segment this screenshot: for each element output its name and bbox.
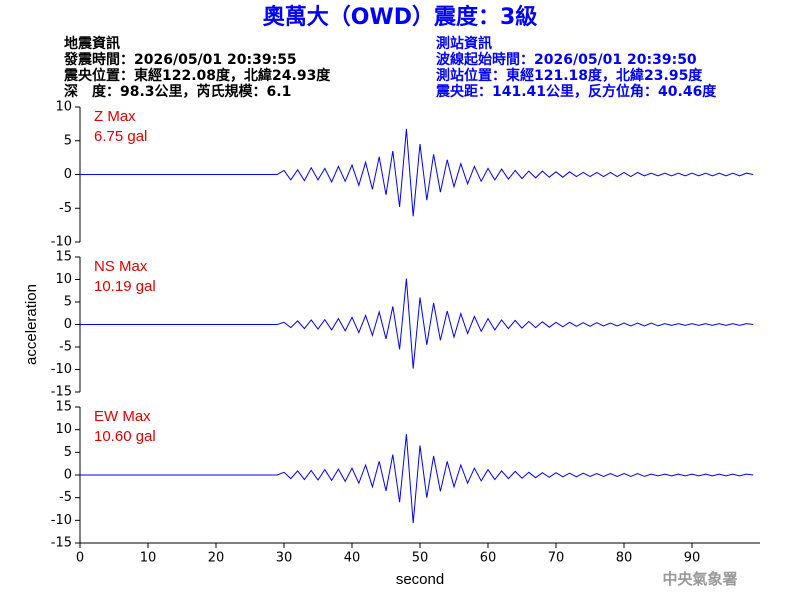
x-tick-label: 80 [616, 551, 633, 566]
x-tick-label: 10 [140, 551, 157, 566]
x-tick-label: 30 [276, 551, 293, 566]
x-tick-label: 0 [76, 551, 84, 566]
waveform [80, 128, 754, 217]
info-left: 深 度：98.3公里，芮氏規模：6.1 [64, 83, 291, 100]
y-tick-label: 0 [64, 468, 72, 483]
y-tick-label: 10 [55, 272, 72, 287]
y-tick-label: 0 [64, 167, 72, 182]
y-tick-label: -10 [51, 513, 72, 528]
y-axis-label: acceleration [23, 284, 40, 365]
chart-title: 奧萬大（OWD）震度：3級 [263, 4, 538, 30]
y-tick-label: -15 [51, 385, 72, 400]
panel-max: 6.75 gal [94, 128, 147, 145]
info-left: 發震時間：2026/05/01 20:39:55 [63, 51, 297, 68]
info-right: 測站位置：東經121.18度，北緯23.95度 [436, 67, 703, 84]
y-tick-label: -5 [59, 340, 72, 355]
y-tick-label: 5 [64, 133, 72, 148]
x-tick-label: 20 [208, 551, 225, 566]
x-tick-label: 90 [684, 551, 701, 566]
y-tick-label: -5 [59, 201, 72, 216]
panel-label: Z Max [94, 108, 136, 125]
y-tick-label: -5 [59, 490, 72, 505]
y-tick-label: -10 [51, 235, 72, 250]
y-tick-label: 10 [55, 100, 72, 115]
info-right: 波線起始時間：2026/05/01 20:39:50 [436, 51, 697, 68]
panel-label: NS Max [94, 258, 148, 275]
info-right: 測站資訊 [436, 35, 492, 52]
x-axis-label: second [396, 571, 444, 588]
info-left: 地震資訊 [64, 35, 120, 52]
panel-max: 10.19 gal [94, 278, 156, 295]
x-tick-label: 50 [412, 551, 429, 566]
x-tick-label: 60 [480, 551, 497, 566]
panel-max: 10.60 gal [94, 428, 156, 445]
y-tick-label: -15 [51, 536, 72, 551]
y-tick-label: -10 [51, 362, 72, 377]
panel-label: EW Max [94, 408, 151, 425]
x-tick-label: 70 [548, 551, 565, 566]
waveform [80, 434, 754, 524]
info-right: 震央距：141.41公里，反方位角：40.46度 [435, 83, 717, 100]
y-tick-label: 15 [55, 400, 72, 415]
y-tick-label: 0 [64, 317, 72, 332]
info-left: 震央位置：東經122.08度，北緯24.93度 [63, 67, 331, 84]
y-tick-label: 15 [55, 250, 72, 265]
y-tick-label: 5 [64, 295, 72, 310]
x-tick-label: 40 [344, 551, 361, 566]
y-tick-label: 10 [55, 422, 72, 437]
footer: 中央氣象署 [662, 570, 737, 588]
y-tick-label: 5 [64, 445, 72, 460]
waveform [80, 278, 754, 369]
